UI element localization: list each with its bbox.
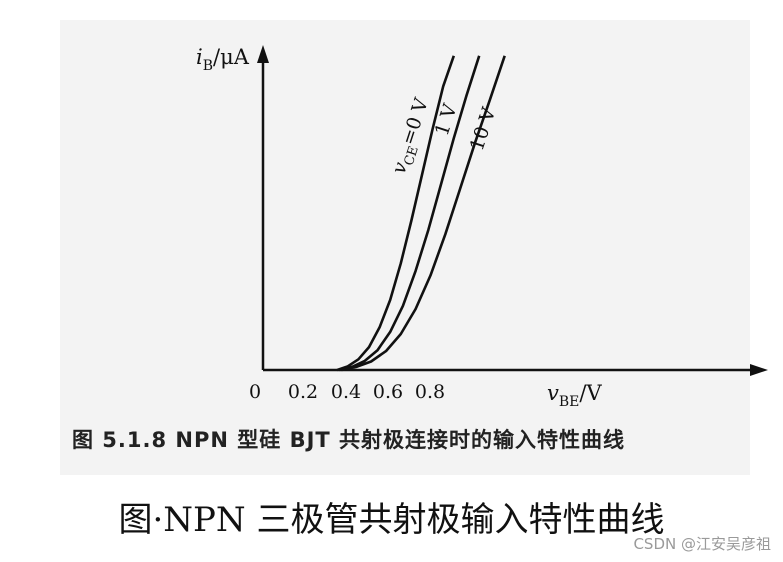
watermark: CSDN @江安吴彦祖 — [633, 535, 771, 553]
series-label-0: vCE=0 V — [388, 95, 437, 177]
x-tick-label: 0 — [249, 381, 261, 403]
figure-caption: 图 5.1.8 NPN 型硅 BJT 共射极连接时的输入特性曲线 — [72, 428, 626, 452]
series-label-1: 1 V — [431, 101, 462, 138]
y-axis-arrow — [257, 45, 269, 63]
series-line-2 — [341, 55, 506, 372]
series-line-1 — [338, 55, 481, 372]
series-label-2: 10 V — [466, 105, 501, 154]
x-tick-label: 0.4 — [331, 381, 361, 403]
chart-axes — [257, 45, 768, 376]
x-axis-arrow — [750, 364, 768, 376]
x-axis-title: vBE/V — [547, 381, 602, 410]
x-tick-label: 0.6 — [373, 381, 403, 403]
series-line-0 — [336, 55, 456, 372]
main-caption: 图·NPN 三极管共射极输入特性曲线 — [118, 500, 665, 540]
chart-plot: 0 0.2 0.4 0.6 0.8 vCE=0 V1 V 10 V vBE/V iB/μA — [196, 45, 768, 410]
x-tick-label: 0.8 — [415, 381, 445, 403]
x-tick-labels: 0 0.2 0.4 0.6 0.8 — [249, 381, 445, 403]
x-tick-label: 0.2 — [288, 381, 318, 403]
series-lines — [336, 55, 506, 372]
y-axis-title: iB/μA — [196, 45, 250, 74]
series-labels: vCE=0 V1 V 10 V — [388, 95, 501, 177]
